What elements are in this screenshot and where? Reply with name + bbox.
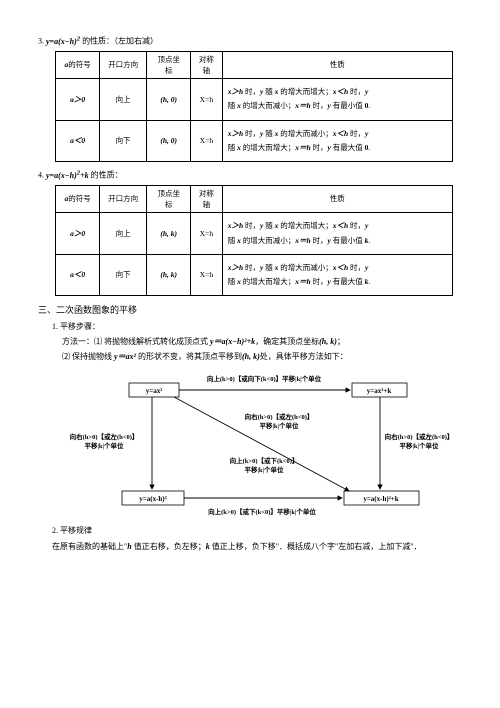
svg-text:向右(h>0)【或左(h<0)】: 向右(h>0)【或左(h<0)】 bbox=[245, 412, 314, 421]
table-row: a＜0 向下 (h, k) X=h x＞h 时，y 随 x 的增大而减小；x＜h… bbox=[56, 254, 452, 296]
svg-text:向上(k>0)【或下(k<0)】平移|k|个单位: 向上(k>0)【或下(k<0)】平移|k|个单位 bbox=[208, 507, 316, 516]
table-desc: x＞h 时，y 随 x 的增大而减小；x＜h 时，y随 x 的增大而增大；x＝h… bbox=[222, 254, 452, 296]
step-2-title: 2. 平移规律 bbox=[52, 525, 470, 537]
svg-text:平移|k|个单位: 平移|k|个单位 bbox=[400, 441, 439, 450]
svg-text:向右(h>0)【或左(h<0)】: 向右(h>0)【或左(h<0)】 bbox=[70, 432, 139, 441]
item3-formula: y=a(x−h)2 bbox=[46, 37, 82, 46]
table-desc: x＞h 时，y 随 x 的增大而增大；x＜h 时，y随 x 的增大而减小；x＝h… bbox=[222, 213, 452, 255]
table-row: a＞0 向上 (h, k) X=h x＞h 时，y 随 x 的增大而增大；x＜h… bbox=[56, 213, 452, 255]
table-row: a＜0 向下 (h, 0) X=h x＞h 时，y 随 x 的增大而减小；x＜h… bbox=[56, 120, 452, 162]
svg-text:y=ax²: y=ax² bbox=[146, 387, 163, 395]
table-header-row: a的符号 开口方向 顶点坐标 对称轴 性质 bbox=[56, 51, 452, 79]
method-1: 方法一：⑴ 将抛物线解析式转化成顶点式 y＝a(x−h)²+k，确定其顶点坐标(… bbox=[62, 336, 470, 349]
item4-formula: y=a(x−h)2+k bbox=[46, 171, 91, 180]
svg-text:y=a(x-h)²: y=a(x-h)² bbox=[139, 495, 166, 503]
table-row: a＞0 向上 (h, 0) X=h x＞h 时，y 随 x 的增大而增大；x＜h… bbox=[56, 79, 452, 121]
section-3-title: 三、二次函数图象的平移 bbox=[38, 304, 470, 318]
step-1-title: 1. 平移步骤： bbox=[52, 321, 470, 333]
item3-num: 3. bbox=[38, 37, 44, 46]
svg-text:平移|k|个单位: 平移|k|个单位 bbox=[85, 441, 124, 450]
translation-diagram: y=ax² y=ax²+k y=a(x-h)² y=a(x-h)²+k 向上(k… bbox=[54, 371, 454, 521]
svg-text:y=a(x-h)²+k: y=a(x-h)²+k bbox=[363, 495, 398, 503]
item3-heading: 3. y=a(x−h)2 的性质：（左加右减） bbox=[38, 34, 470, 48]
property-table-4: a的符号 开口方向 顶点坐标 对称轴 性质 a＞0 向上 (h, k) X=h … bbox=[55, 185, 452, 297]
svg-text:向右(h>0)【或左(h<0)】: 向右(h>0)【或左(h<0)】 bbox=[385, 432, 454, 441]
table-desc: x＞h 时，y 随 x 的增大而增大；x＜h 时，y随 x 的增大而减小；x＝h… bbox=[222, 79, 452, 121]
table-desc: x＞h 时，y 随 x 的增大而减小；x＜h 时，y随 x 的增大而增大；x＝h… bbox=[222, 120, 452, 162]
translation-rule: 在原有函数的基础上"h 值正右移，负左移；k 值正上移，负下移"．概括成八个字"… bbox=[52, 541, 470, 554]
svg-text:y=ax²+k: y=ax²+k bbox=[367, 387, 392, 395]
svg-text:平移|k|个单位: 平移|k|个单位 bbox=[245, 465, 284, 474]
svg-text:平移|k|个单位: 平移|k|个单位 bbox=[260, 421, 299, 430]
method-2: ⑵ 保持抛物线 y＝ax² 的形状不变，将其顶点平移到(h, k)处，具体平移方… bbox=[62, 351, 470, 364]
svg-text:向上(k>0)【或下(k<0)】: 向上(k>0)【或下(k<0)】 bbox=[230, 456, 299, 465]
svg-text:向上(k>0)【或向下(k<0)】平移|k|个单位: 向上(k>0)【或向下(k<0)】平移|k|个单位 bbox=[207, 374, 322, 383]
item4-heading: 4. y=a(x−h)2+k 的性质： bbox=[38, 168, 470, 182]
table-header-row: a的符号 开口方向 顶点坐标 对称轴 性质 bbox=[56, 185, 452, 213]
property-table-3: a的符号 开口方向 顶点坐标 对称轴 性质 a＞0 向上 (h, 0) X=h … bbox=[55, 51, 452, 163]
